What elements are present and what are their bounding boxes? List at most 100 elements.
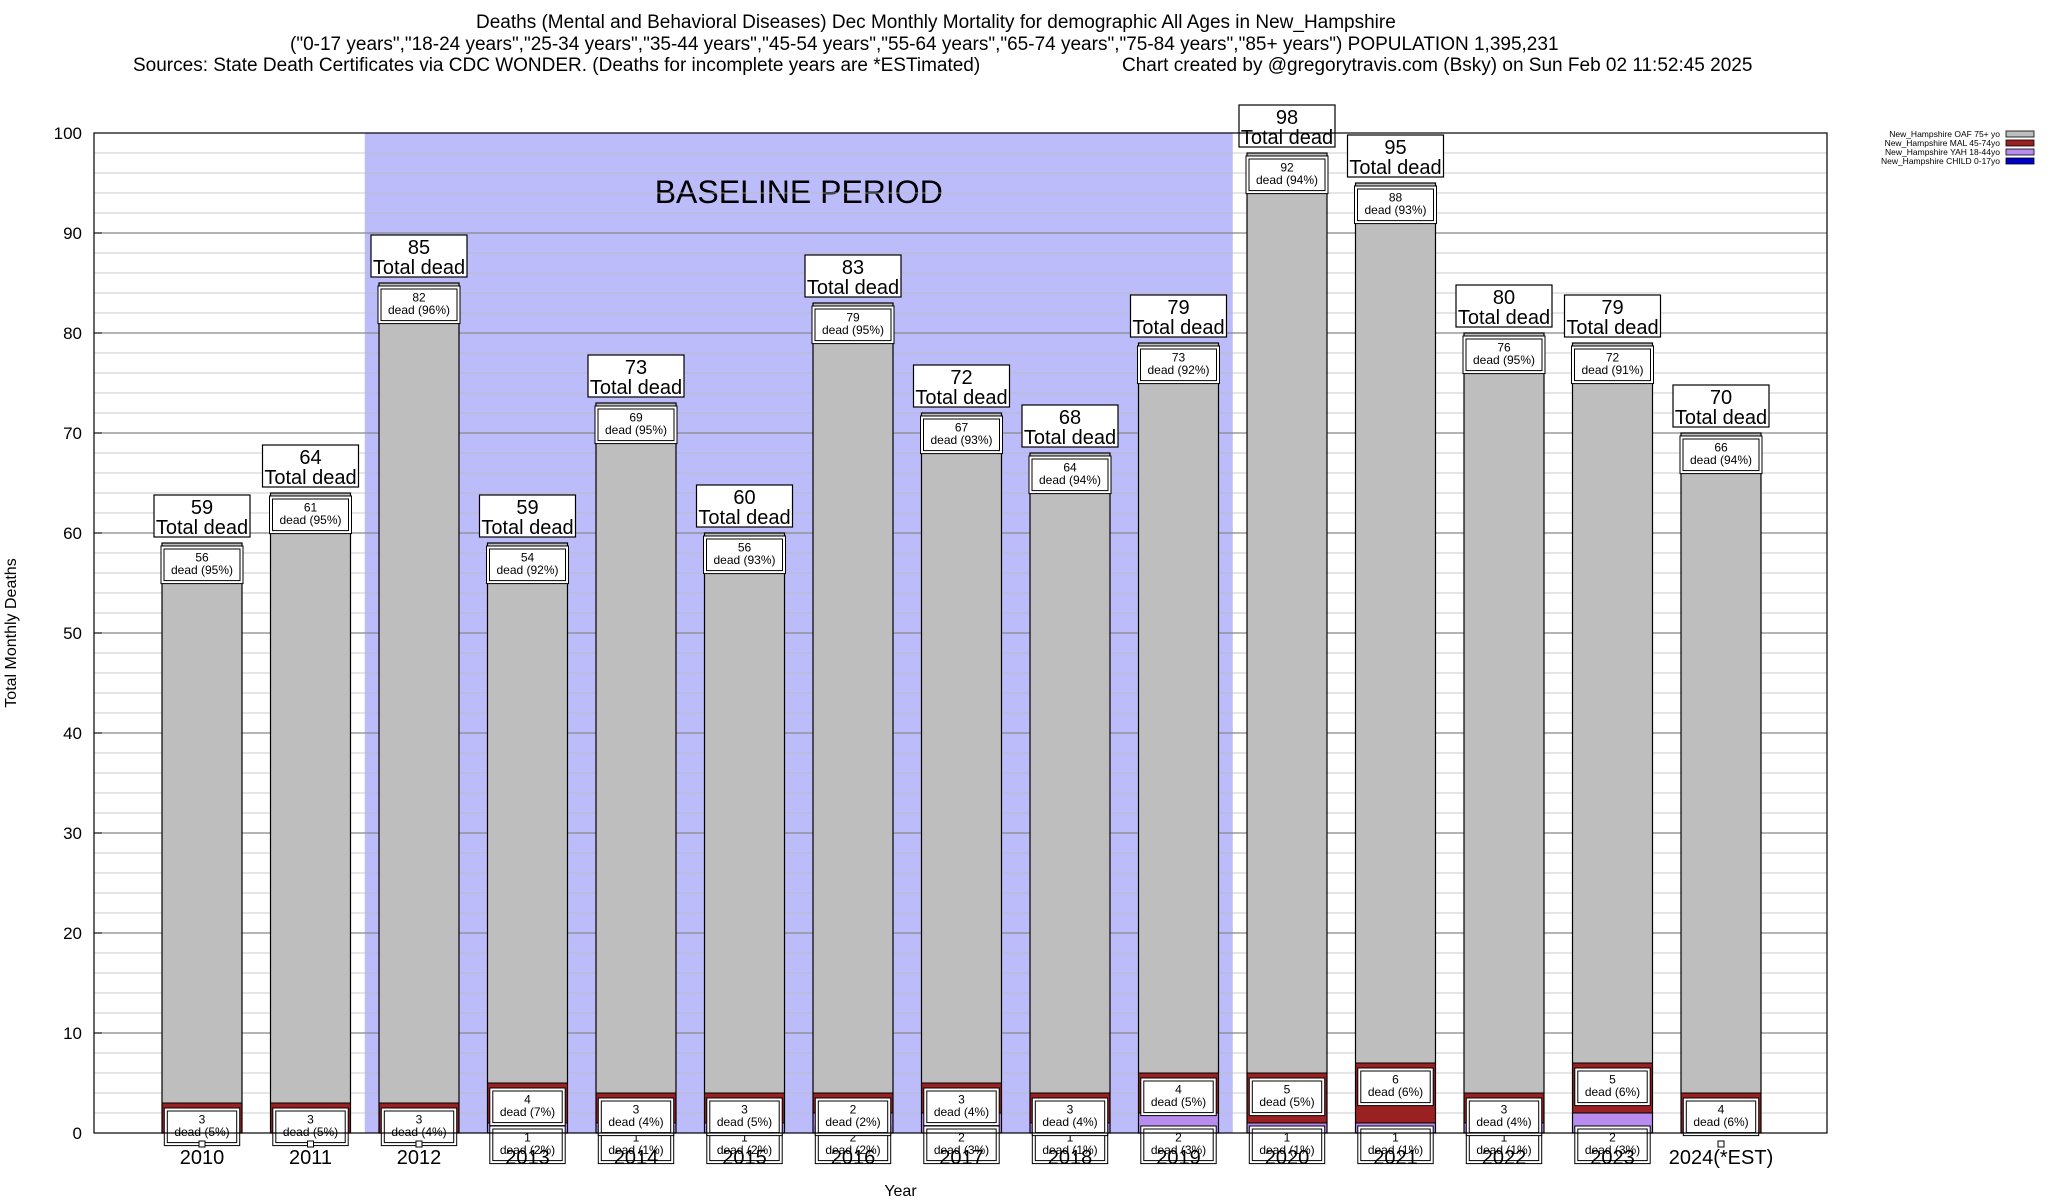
mal-label-box <box>926 1090 997 1124</box>
total-label-text: Total dead <box>1458 307 1550 329</box>
bar-segment <box>1355 182 1436 1064</box>
oaf-label-text: 92 <box>1280 161 1294 175</box>
oaf-label-box <box>1248 158 1326 192</box>
total-label-text: Total dead <box>1132 317 1224 339</box>
mal-label-box <box>1143 1080 1214 1114</box>
total-label-text: Total dead <box>156 517 248 539</box>
x-tick-label: 2010 <box>180 1147 225 1169</box>
oaf-label-text: dead (95%) <box>605 423 667 437</box>
oaf-label-text: 72 <box>1606 351 1620 365</box>
total-label-box <box>153 494 251 538</box>
oaf-label-text: dead (93%) <box>930 433 992 447</box>
chart-title: Deaths (Mental and Behavioral Diseases) … <box>476 12 1396 33</box>
empty-series-marker <box>1717 1140 1725 1148</box>
bar-segment <box>1680 432 1762 1094</box>
legend-entry-label: New_Hampshire MAL 45-74yo <box>1885 138 2001 148</box>
total-label-value: 68 <box>1059 407 1081 429</box>
total-label-box <box>1672 384 1770 428</box>
total-label-value: 79 <box>1167 297 1189 319</box>
total-label-value: 64 <box>299 447 321 469</box>
oaf-label-text: 54 <box>521 551 535 565</box>
empty-series-marker <box>198 1140 206 1148</box>
yah-label-text: dead (1%) <box>1259 1143 1314 1157</box>
oaf-label-box <box>380 288 458 322</box>
mal-label-text: dead (2%) <box>825 1115 880 1129</box>
y-tick-label: 100 <box>54 124 82 143</box>
bar-segment <box>1463 332 1545 1094</box>
oaf-label-box <box>1140 348 1217 382</box>
bar-segment <box>1246 152 1328 1074</box>
oaf-label-text: dead (94%) <box>1039 473 1101 487</box>
oaf-label-text: 64 <box>1063 461 1077 475</box>
y-tick-label: 90 <box>63 224 82 243</box>
chart-sources: Sources: State Death Certificates via CD… <box>133 55 981 76</box>
x-tick-label: 2015 <box>722 1147 767 1169</box>
yah-label-text: dead (3%) <box>1151 1143 1206 1157</box>
yah-label-text: 1 <box>524 1131 531 1145</box>
yah-label-text: 2 <box>1175 1131 1182 1145</box>
y-tick-label: 60 <box>63 524 82 543</box>
mal-label-text: 3 <box>1067 1103 1074 1117</box>
oaf-label-box <box>706 538 783 572</box>
yah-label-text: dead (2%) <box>717 1143 772 1157</box>
mal-label-text: dead (4%) <box>1042 1115 1097 1129</box>
total-label-box <box>1021 404 1119 448</box>
mal-label-text: 3 <box>416 1113 423 1127</box>
chart-credit: Chart created by @gregorytravis.com (Bsk… <box>1122 55 1753 76</box>
y-tick-label: 0 <box>73 1124 82 1143</box>
oaf-label-box <box>272 498 349 532</box>
yah-label-box <box>926 1128 997 1162</box>
oaf-label-box <box>1465 338 1543 372</box>
mal-label-text: dead (6%) <box>1368 1085 1423 1099</box>
total-label-box <box>261 444 360 488</box>
mal-label-text: 2 <box>850 1103 857 1117</box>
y-axis-label: Total Monthly Deaths <box>3 558 20 707</box>
total-label-box <box>695 484 794 528</box>
mal-label-text: dead (4%) <box>934 1105 989 1119</box>
x-tick-label: 2011 <box>289 1147 332 1169</box>
total-label-value: 59 <box>191 497 213 519</box>
oaf-label-box <box>163 548 241 582</box>
oaf-label-text: dead (93%) <box>1364 203 1426 217</box>
oaf-label-text: 79 <box>846 311 860 325</box>
total-label-box <box>804 254 902 298</box>
legend-swatch <box>2005 157 2035 165</box>
mal-label-text: dead (5%) <box>174 1125 229 1139</box>
x-tick-label: 2018 <box>1048 1147 1093 1169</box>
yah-label-text: 1 <box>1284 1131 1291 1145</box>
mal-label-box <box>1034 1100 1106 1134</box>
total-label-value: 60 <box>733 487 755 509</box>
total-label-text: Total dead <box>915 387 1007 409</box>
mal-label-text: dead (4%) <box>391 1125 446 1139</box>
oaf-label-text: 67 <box>955 421 969 435</box>
total-label-box <box>1346 134 1445 178</box>
yah-label-text: 1 <box>1501 1131 1508 1145</box>
mal-label-text: dead (5%) <box>717 1115 772 1129</box>
legend-swatch <box>2005 139 2035 147</box>
yah-label-box <box>1251 1128 1323 1162</box>
oaf-label-text: 56 <box>738 541 752 555</box>
x-tick-label: 2024(*EST) <box>1669 1147 1774 1169</box>
bar-segment <box>595 402 677 1094</box>
total-label-box <box>587 354 685 398</box>
x-tick-label: 2021 <box>1373 1147 1418 1169</box>
oaf-label-text: dead (92%) <box>1147 363 1209 377</box>
total-label-text: Total dead <box>481 517 573 539</box>
total-label-box <box>478 494 577 538</box>
empty-series-marker <box>307 1140 314 1148</box>
total-label-value: 79 <box>1601 297 1623 319</box>
oaf-label-text: dead (92%) <box>496 563 558 577</box>
y-tick-label: 30 <box>63 824 82 843</box>
legend-swatch <box>2005 130 2035 138</box>
yah-label-text: 1 <box>1067 1131 1074 1145</box>
oaf-label-text: dead (95%) <box>279 513 341 527</box>
bar-segment <box>1138 342 1219 1074</box>
mal-label-box <box>1360 1070 1431 1104</box>
mal-label-box <box>383 1110 455 1144</box>
total-label-value: 70 <box>1710 387 1732 409</box>
y-tick-label: 10 <box>63 1024 82 1043</box>
oaf-label-text: dead (93%) <box>713 553 775 567</box>
mal-label-box <box>492 1090 563 1124</box>
yah-label-text: 1 <box>741 1131 748 1145</box>
